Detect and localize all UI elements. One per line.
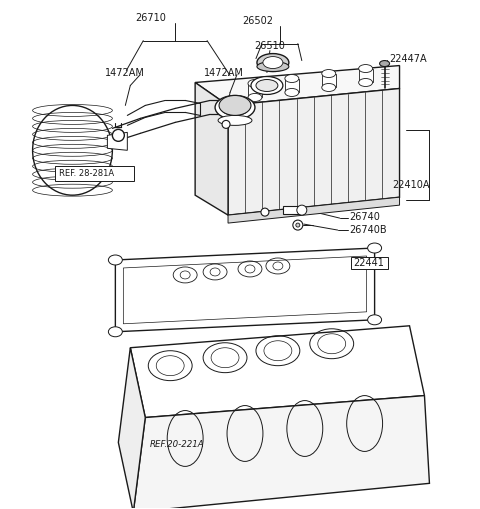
Text: 22410A: 22410A xyxy=(393,180,430,190)
Ellipse shape xyxy=(257,53,289,72)
Ellipse shape xyxy=(359,65,372,72)
Polygon shape xyxy=(108,132,127,150)
Text: 22447A: 22447A xyxy=(390,53,427,64)
Polygon shape xyxy=(228,89,399,215)
Polygon shape xyxy=(195,66,399,105)
Ellipse shape xyxy=(251,76,283,95)
Polygon shape xyxy=(115,248,374,332)
Text: 22441: 22441 xyxy=(354,258,384,268)
Ellipse shape xyxy=(297,205,307,215)
Polygon shape xyxy=(285,78,299,93)
Circle shape xyxy=(222,121,230,128)
Ellipse shape xyxy=(221,99,249,116)
Text: 26710: 26710 xyxy=(135,13,166,23)
Text: 26502: 26502 xyxy=(242,16,274,25)
Ellipse shape xyxy=(322,83,336,92)
Text: REF.20-221A: REF.20-221A xyxy=(150,440,205,449)
Polygon shape xyxy=(195,82,228,215)
Ellipse shape xyxy=(359,78,372,87)
Ellipse shape xyxy=(322,70,336,77)
Text: 26740B: 26740B xyxy=(350,225,387,235)
Ellipse shape xyxy=(219,96,251,116)
FancyBboxPatch shape xyxy=(55,166,134,181)
Polygon shape xyxy=(130,326,424,417)
Ellipse shape xyxy=(261,208,269,216)
Ellipse shape xyxy=(227,102,243,112)
Polygon shape xyxy=(228,197,399,223)
Ellipse shape xyxy=(380,61,390,67)
Polygon shape xyxy=(283,206,300,214)
Polygon shape xyxy=(248,83,262,97)
Circle shape xyxy=(223,103,233,114)
Ellipse shape xyxy=(108,327,122,337)
Ellipse shape xyxy=(218,116,252,125)
Ellipse shape xyxy=(285,74,299,82)
Ellipse shape xyxy=(368,243,382,253)
Circle shape xyxy=(296,223,300,227)
Circle shape xyxy=(226,106,230,110)
Ellipse shape xyxy=(256,79,278,92)
Ellipse shape xyxy=(257,62,289,72)
Text: 26510: 26510 xyxy=(254,41,285,50)
Polygon shape xyxy=(133,395,430,509)
Ellipse shape xyxy=(248,79,262,88)
Text: REF. 28-281A: REF. 28-281A xyxy=(59,169,114,178)
Circle shape xyxy=(293,220,303,230)
Polygon shape xyxy=(359,69,372,82)
Polygon shape xyxy=(119,348,145,509)
Polygon shape xyxy=(322,73,336,88)
Ellipse shape xyxy=(215,96,255,120)
Circle shape xyxy=(112,129,124,142)
Ellipse shape xyxy=(248,94,262,101)
Ellipse shape xyxy=(108,255,122,265)
Text: 26740: 26740 xyxy=(350,212,381,222)
Ellipse shape xyxy=(285,89,299,97)
Text: 1472AM: 1472AM xyxy=(106,68,145,77)
Text: 1472AM: 1472AM xyxy=(204,68,244,77)
Ellipse shape xyxy=(263,56,283,69)
FancyBboxPatch shape xyxy=(351,257,387,269)
Ellipse shape xyxy=(368,315,382,325)
Ellipse shape xyxy=(33,105,112,195)
